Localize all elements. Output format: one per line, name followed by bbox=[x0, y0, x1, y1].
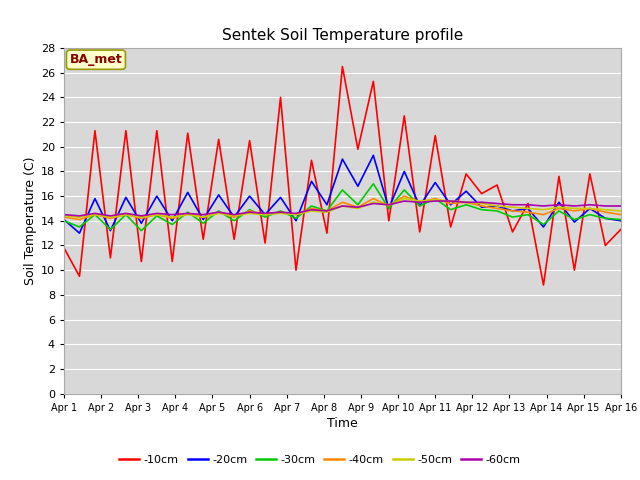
Text: BA_met: BA_met bbox=[70, 53, 122, 66]
Title: Sentek Soil Temperature profile: Sentek Soil Temperature profile bbox=[222, 28, 463, 43]
X-axis label: Time: Time bbox=[327, 417, 358, 430]
Y-axis label: Soil Temperature (C): Soil Temperature (C) bbox=[24, 156, 36, 285]
Legend: -10cm, -20cm, -30cm, -40cm, -50cm, -60cm: -10cm, -20cm, -30cm, -40cm, -50cm, -60cm bbox=[115, 451, 525, 469]
